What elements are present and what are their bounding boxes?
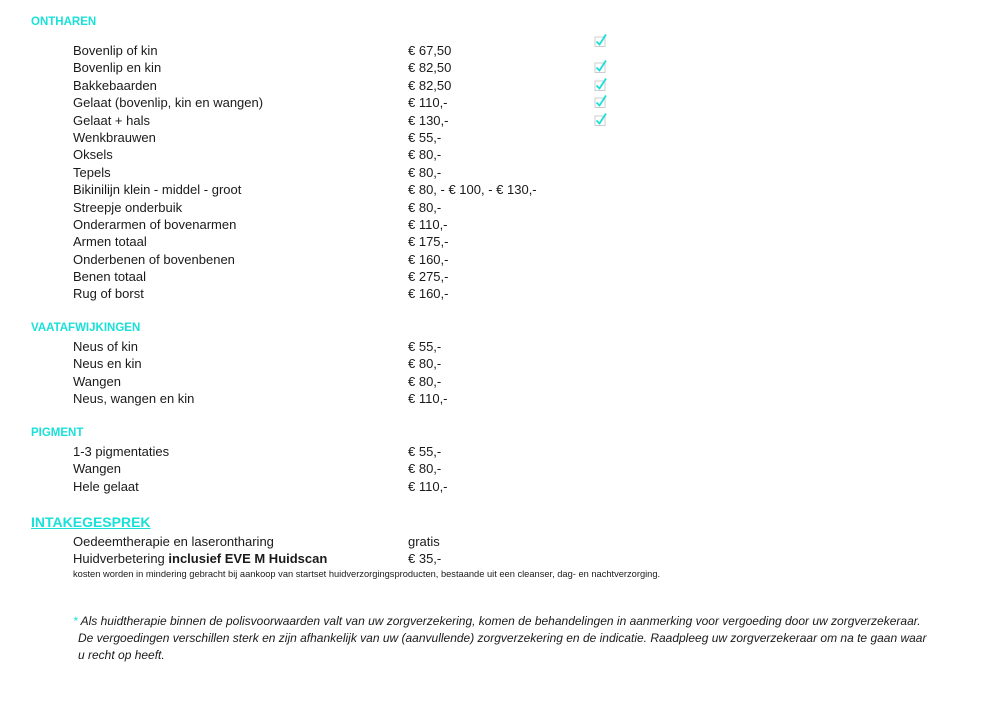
list-item: Wangen € 80,-: [73, 460, 673, 477]
treatment-price: € 160,-: [408, 251, 449, 267]
list-item: Bovenlip of kin € 67,50: [73, 42, 673, 59]
treatment-price: € 160,-: [408, 286, 449, 302]
treatment-name: Hele gelaat: [73, 478, 139, 494]
treatment-name: Gelaat + hals: [73, 112, 150, 128]
checkmark-icon: [594, 113, 607, 126]
checkmark-icon: [594, 78, 607, 91]
list-item: Wangen € 80,-: [73, 373, 673, 390]
treatment-name-bold: inclusief EVE M Huidscan: [168, 551, 328, 567]
list-item: Gelaat (bovenlip, kin en wangen) € 110,-: [73, 94, 673, 111]
treatment-price: € 110,-: [408, 216, 448, 232]
intake-note: kosten worden in mindering gebracht bij …: [73, 569, 661, 579]
treatment-price: € 80, - € 100, - € 130,-: [408, 182, 537, 198]
treatment-name: Onderarmen of bovenarmen: [73, 216, 237, 232]
footnote-line: u recht op heeft.: [78, 647, 165, 662]
list-item: Rug of borst € 160,-: [73, 285, 673, 302]
treatment-name: Oksels: [73, 147, 113, 163]
list-item: Wenkbrauwen € 55,-: [73, 129, 673, 146]
treatment-price: € 82,50: [408, 77, 452, 93]
section-title: ONTHAREN: [31, 16, 97, 28]
footnote-asterisk: *: [73, 614, 78, 628]
list-item: Neus of kin € 55,-: [73, 338, 673, 355]
list-item: Neus en kin € 80,-: [73, 355, 673, 372]
section-list: Neus of kin € 55,- Neus en kin € 80,- Wangen…: [73, 338, 673, 408]
footnote: * Als huidtherapie binnen de polisvoorwa…: [73, 613, 973, 663]
treatment-price: € 35,-: [408, 551, 442, 567]
treatment-name: Oedeemtherapie en laserontharing: [73, 534, 274, 549]
treatment-name: 1-3 pigmentaties: [73, 444, 170, 459]
treatment-price: € 55,-: [408, 444, 442, 459]
treatment-name: Neus of kin: [73, 339, 139, 354]
list-item: Neus, wangen en kin € 110,-: [73, 390, 673, 407]
list-item: Bikinilijn klein - middel - groot € 80, -…: [73, 181, 673, 198]
treatment-name: Streepje onderbuik: [73, 199, 183, 215]
treatment-name: Bovenlip en kin: [73, 60, 162, 76]
treatment-price: € 82,50: [408, 60, 452, 76]
treatment-price: € 80,-: [408, 147, 442, 163]
section-title: PIGMENT: [31, 427, 84, 439]
treatment-name: Wenkbrauwen: [73, 129, 156, 145]
list-item: Huidverbetering inclusief EVE M Huidscan…: [73, 550, 673, 567]
treatment-price: € 130,-: [408, 112, 449, 128]
section-list: Bovenlip of kin € 67,50 Bovenlip en kin € 8…: [73, 42, 673, 303]
checkmark-icon: [594, 95, 607, 108]
treatment-price: € 55,-: [408, 339, 442, 354]
treatment-name: Bovenlip of kin: [73, 43, 158, 58]
list-item: Streepje onderbuik € 80,-: [73, 199, 673, 216]
treatment-name: Wangen: [73, 373, 121, 389]
list-item: Armen totaal € 175,-: [73, 233, 673, 250]
section-list: Oedeemtherapie en laserontharing gratis Hu…: [73, 533, 673, 568]
list-item: Gelaat + hals € 130,-: [73, 112, 673, 129]
treatment-price: gratis: [408, 534, 440, 549]
treatment-price: € 110,-: [408, 95, 448, 111]
treatment-price: € 80,-: [408, 373, 442, 389]
list-item: Onderbenen of bovenbenen € 160,-: [73, 251, 673, 268]
treatment-name: Onderbenen of bovenbenen: [73, 251, 235, 267]
treatment-name: Benen totaal: [73, 269, 147, 285]
list-item: Tepels € 80,-: [73, 164, 673, 181]
treatment-price: € 110,-: [408, 478, 448, 494]
list-item: Benen totaal € 275,-: [73, 268, 673, 285]
treatment-price: € 175,-: [408, 234, 449, 250]
list-item: 1-3 pigmentaties € 55,-: [73, 443, 673, 460]
treatment-name: Rug of borst: [73, 286, 144, 302]
list-item: Oksels € 80,-: [73, 146, 673, 163]
checkmark-icon: [594, 60, 607, 73]
list-item: Onderarmen of bovenarmen € 110,-: [73, 216, 673, 233]
footnote-line: * Als huidtherapie binnen de polisvoorwa…: [73, 614, 921, 628]
treatment-name: Neus, wangen en kin: [73, 391, 195, 407]
checkmark-icon: [594, 34, 607, 47]
list-item: Oedeemtherapie en laserontharing gratis: [73, 533, 673, 550]
treatment-price: € 110,-: [408, 391, 448, 407]
treatment-price: € 55,-: [408, 129, 442, 145]
section-list: 1-3 pigmentaties € 55,- Wangen € 80,- Hele g…: [73, 443, 673, 495]
section-title: INTAKEGESPREK: [31, 514, 151, 530]
treatment-price: € 67,50: [408, 43, 452, 58]
treatment-name: Bakkebaarden: [73, 77, 157, 93]
section-title: VAATAFWIJKINGEN: [31, 322, 141, 334]
treatment-price: € 80,-: [408, 356, 442, 372]
treatment-name: Tepels: [73, 164, 111, 180]
treatment-price: € 80,-: [408, 461, 442, 477]
treatment-price: € 80,-: [408, 199, 442, 215]
treatment-name: Neus en kin: [73, 356, 142, 372]
treatment-name: Gelaat (bovenlip, kin en wangen): [73, 95, 264, 111]
treatment-name: Huidverbetering inclusief EVE M Huidscan: [73, 551, 328, 567]
list-item: Bovenlip en kin € 82,50: [73, 59, 673, 76]
treatment-name: Wangen: [73, 461, 121, 477]
list-item: Bakkebaarden € 82,50: [73, 77, 673, 94]
footnote-line: De vergoedingen verschillen sterk en zij…: [78, 630, 927, 645]
treatment-price: € 275,-: [408, 269, 449, 285]
treatment-price: € 80,-: [408, 164, 442, 180]
list-item: Hele gelaat € 110,-: [73, 478, 673, 495]
treatment-name: Bikinilijn klein - middel - groot: [73, 182, 242, 198]
treatment-name: Armen totaal: [73, 234, 147, 250]
